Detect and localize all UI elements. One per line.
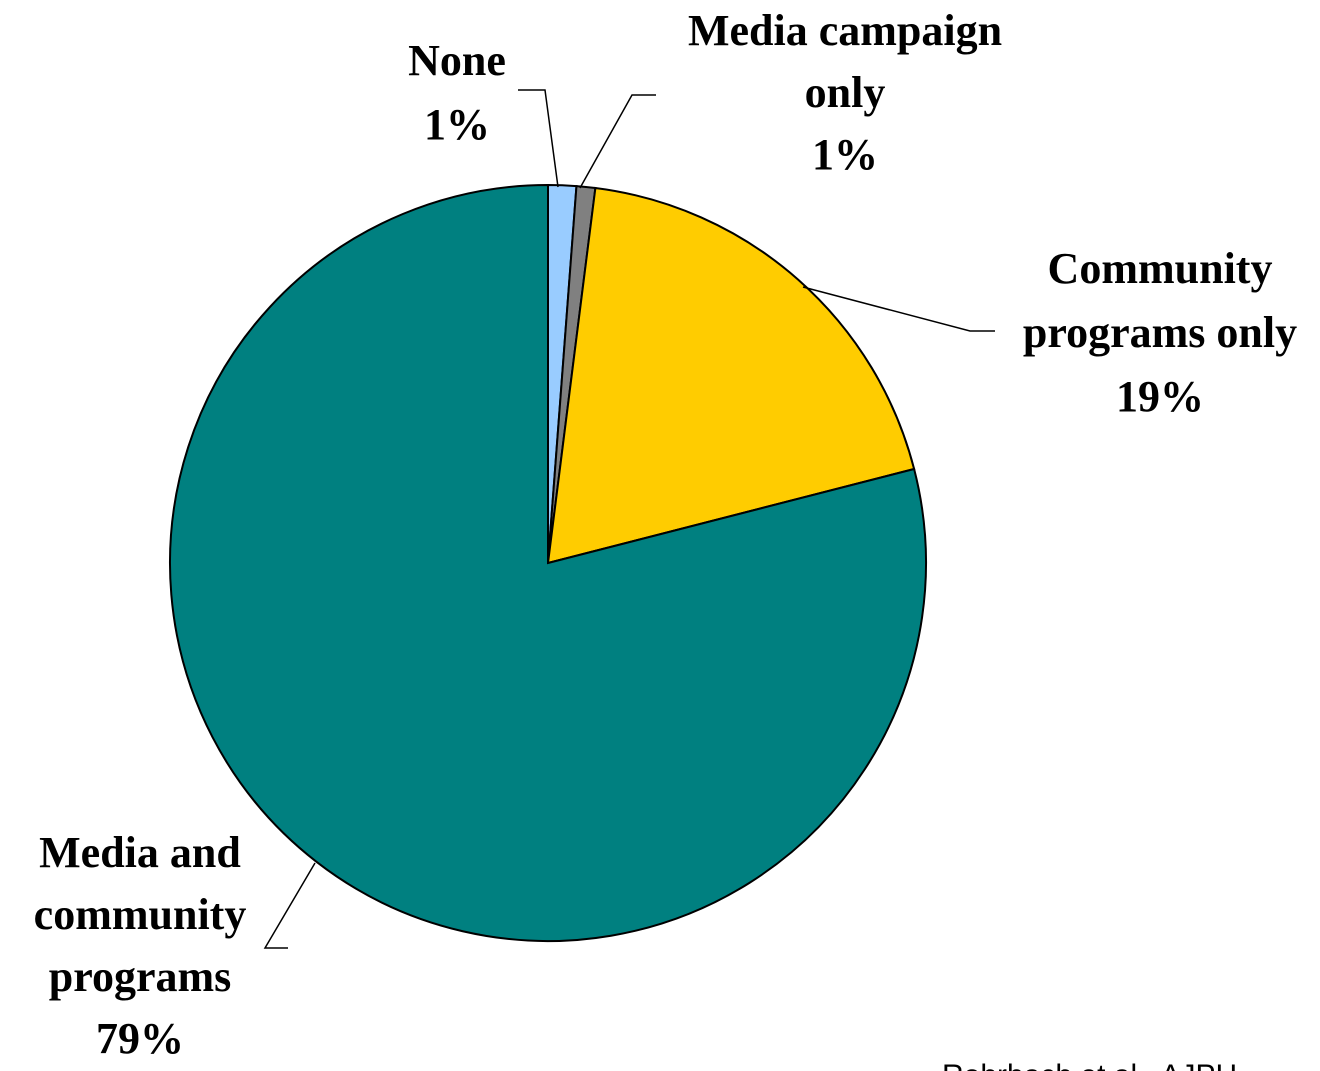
leader-line-2 xyxy=(802,286,995,332)
slice-name-line: only xyxy=(805,68,886,117)
slice-name-line: programs xyxy=(49,952,232,1001)
leader-line-3 xyxy=(263,862,316,949)
slice-percent-label: 1% xyxy=(424,100,490,149)
slice-name-line: Media campaign xyxy=(688,6,1002,55)
slice-name-line: Community xyxy=(1048,244,1273,293)
pie-slices xyxy=(169,183,927,942)
slice-name-line: programs only xyxy=(1023,308,1297,357)
slice-label-none: None 1% xyxy=(408,36,506,149)
slice-percent-label: 1% xyxy=(812,130,878,179)
slice-name-line: community xyxy=(34,890,247,939)
slice-percent-label: 79% xyxy=(96,1014,184,1063)
slice-percent-label: 19% xyxy=(1116,372,1204,421)
slice-labels: None 1% Media campaign only 1% Community progr… xyxy=(34,6,1297,1063)
citation-text: Rohrbach et al., AJPH xyxy=(942,1059,1237,1071)
slice-label-media-and-community-programs: Media and community programs 79% xyxy=(34,828,247,1063)
slice-label-community-programs-only: Community programs only 19% xyxy=(1023,244,1297,421)
leader-lines xyxy=(263,89,995,949)
leader-line-0 xyxy=(518,89,559,188)
pie-slice-media-and-community-programs xyxy=(169,183,927,942)
slice-name-line: None xyxy=(408,36,506,85)
pie-slice-community-programs-only xyxy=(546,186,916,565)
slice-label-media-campaign-only: Media campaign only 1% xyxy=(688,6,1002,179)
slice-name-line: Media and xyxy=(39,828,241,877)
leader-line-1 xyxy=(579,94,656,189)
